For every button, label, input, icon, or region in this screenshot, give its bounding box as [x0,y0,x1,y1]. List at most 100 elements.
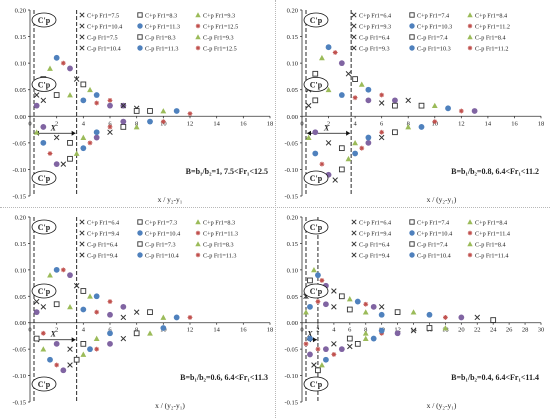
x-tick-label: 18 [538,120,545,127]
panel-label: B=b₁/b₂=0.4, 6.4<Fr₁<11.4 [451,373,539,382]
y-tick-label: 0.00 [287,320,298,327]
legend: C+p Fr1=6.4 C+p Fr1=7.4 C+p Fr1=8.4 C+p Fr1… [351,219,510,260]
data-point [40,97,47,104]
data-point [93,293,100,300]
x-tick-label: 4 [332,327,336,334]
x-length-arrow: X [35,330,76,343]
legend-marker [409,230,415,236]
x-axis-label: x / (y₂-y₁) [427,401,457,410]
data-point [490,317,497,323]
x-tick-label: 0 [28,120,31,127]
legend-label: C+p Fr1=9.3 [203,13,235,20]
data-point [53,301,60,308]
x-tick-label: 26 [506,327,513,334]
data-point [312,70,319,77]
y-axis: 0.20 0.15 0.10 0.05 0.00 -0.05 -0.10 -0.15 [12,215,31,407]
legend: C+p Fr1=6.4 C+p Fr1=7.3 C+p Fr1=8.3 C+p Fr1… [79,219,238,260]
data-point [67,303,73,310]
data-point [358,81,365,87]
legend-label: C+p Fr1=11.3 [145,24,180,31]
data-point [346,296,353,302]
data-point [352,150,359,157]
cp-callout: C'p [31,283,57,299]
data-point [87,293,93,299]
data-point [359,145,365,151]
cp-callout: C'p [31,170,57,186]
data-point [33,92,40,98]
data-point [405,124,412,130]
legend-marker [79,241,85,247]
legend-label: C+p Fr1=9.3 [359,24,391,31]
data-point [80,97,87,104]
data-point [107,124,113,130]
data-point [370,335,377,342]
y-tick-label: 0.00 [15,114,26,121]
legend-label: C-p Fr1=9.4 [359,253,390,260]
legend-label: C+p Fr1=8.4 [475,13,507,20]
legend-label: C-p Fr1=10.4 [87,46,121,53]
x-tick-label: 6 [380,120,384,127]
data-point [73,356,80,363]
data-point [331,304,337,310]
legend-marker [409,34,415,40]
data-point [392,102,398,109]
data-point [120,314,127,321]
data-point [120,102,127,109]
data-point [173,108,180,114]
cp-oval [303,12,329,28]
legend-marker [79,34,85,40]
y-tick-label: 0.05 [287,294,298,301]
x-tick-label: 4 [82,327,86,334]
legend-label: C+p Fr1=7.4 [417,13,449,20]
data-point [67,140,73,146]
x-tick-label: 14 [213,327,220,334]
x-tick-label: 18 [267,327,274,334]
legend-marker [351,45,357,51]
y-tick-label: -0.15 [284,194,298,201]
data-point [410,309,417,315]
legend-label: C-p Fr1=7.3 [145,242,176,249]
legend-marker [79,45,85,51]
y-tick-label: -0.10 [12,167,26,174]
data-point [120,124,127,130]
data-point [405,97,411,104]
legend-label: C-p Fr1=10.4 [145,253,179,260]
legend-label: C+p Fr1=10.4 [145,231,180,238]
data-point [378,100,385,106]
legend-label: C+p Fr1=7.3 [145,220,177,227]
data-point [94,346,100,352]
legend-label: C-p Fr1=11.3 [145,46,179,53]
data-point [33,335,40,342]
data-point [80,351,87,357]
data-point [354,298,361,305]
cp-label: C'p [310,174,323,183]
data-point [133,330,140,337]
data-point [173,314,180,321]
data-point [47,151,53,156]
data-point [67,65,73,72]
cp-label: C'p [38,287,51,296]
data-point [311,362,317,368]
data-point [67,346,73,352]
data-point [345,155,352,162]
data-point [160,314,167,320]
legend-marker [137,252,143,258]
y-tick-label: 0.15 [15,34,26,41]
x-tick-label: 4 [353,120,357,127]
legend-marker [467,23,473,29]
legend-label: C+p Fr1=6.4 [359,220,391,227]
y-tick-label: -0.05 [284,140,298,147]
data-point [378,311,385,318]
x-tick-label: 0 [28,327,31,334]
chart-panel-2: 0.20 0.15 0.10 0.05 0.00 -0.05 -0.10 -0.15 0 2 4 6 8… [284,8,544,205]
data-point [443,315,448,320]
legend-label: C+p Fr1=9.4 [359,231,391,238]
legend-label: C+p Fr1=6.4 [359,13,391,20]
data-point [323,301,329,308]
legend-label: C-p Fr1=7.4 [417,242,448,249]
cp-label: C'p [310,287,323,296]
legend-label: C-p Fr1=10.4 [417,253,451,260]
legend-marker [409,252,415,258]
legend-marker [79,12,85,18]
